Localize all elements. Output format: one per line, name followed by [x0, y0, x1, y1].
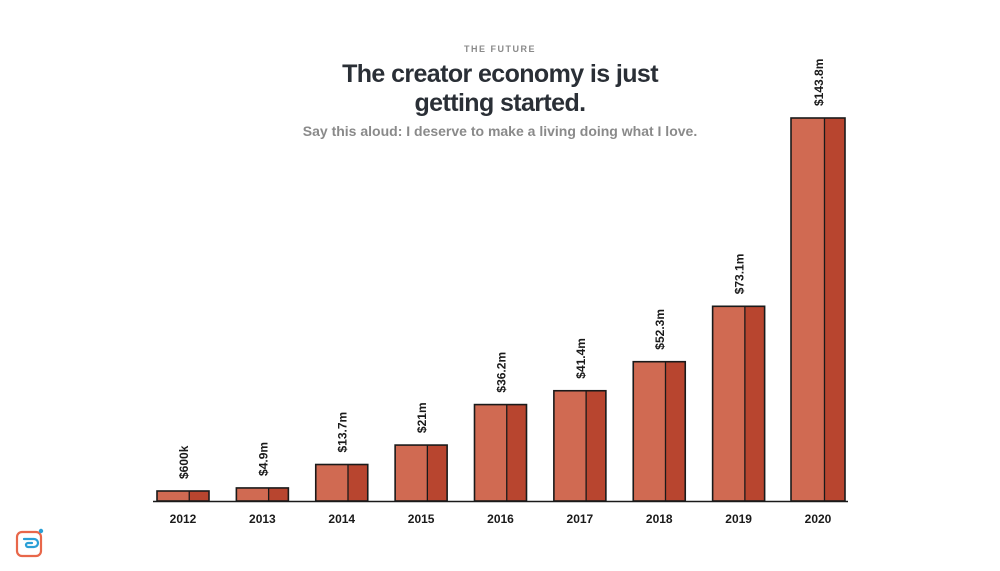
x-tick-label: 2013 [249, 512, 276, 526]
x-tick-label: 2014 [328, 512, 355, 526]
bar-2012 [156, 490, 210, 502]
data-label: $41.4m [574, 338, 588, 379]
bar-side [586, 390, 606, 501]
bar-outline [632, 360, 687, 502]
page-title: The creator economy is just getting star… [342, 60, 658, 117]
data-label: $73.1m [733, 254, 747, 295]
data-label: $4.9m [256, 442, 270, 476]
bar-outline [473, 403, 528, 502]
subtitle: Say this aloud: I deserve to make a livi… [302, 123, 698, 139]
bar-front [315, 464, 348, 501]
bar-2017 [553, 389, 607, 502]
bar-front [474, 404, 507, 501]
x-tick-label: 2012 [170, 512, 197, 526]
x-tick-label: 2020 [805, 512, 832, 526]
x-tick-label: 2016 [487, 512, 514, 526]
bar-2014 [314, 463, 369, 502]
bar-outline [394, 444, 448, 502]
bar-side [506, 404, 527, 501]
bar-side [665, 361, 686, 501]
bar-outline [790, 117, 846, 502]
data-label: $13.7m [336, 412, 350, 453]
bar-front [553, 390, 587, 501]
data-label: $36.2m [495, 352, 509, 393]
x-tick-label: 2019 [725, 512, 752, 526]
bar-front [157, 491, 190, 501]
bar-front [791, 118, 825, 501]
bar-outline [235, 487, 290, 502]
bar-front [712, 306, 745, 501]
bar-side [189, 491, 209, 501]
eyebrow-label: THE FUTURE [464, 44, 536, 54]
x-tick-label: 2018 [646, 512, 673, 526]
bar-side [824, 118, 845, 501]
data-label: $143.8m [812, 59, 826, 106]
x-tick-label: 2015 [408, 512, 435, 526]
data-label: $600k [177, 445, 191, 479]
bar-2013 [235, 487, 290, 502]
bar-2016 [473, 403, 528, 502]
bar-side [347, 464, 368, 501]
data-label: $21m [415, 402, 429, 433]
bar-outline [314, 463, 369, 502]
bar-outline [711, 305, 766, 502]
bar-2018 [632, 360, 687, 502]
bar-outline [553, 389, 607, 502]
bar-side [427, 445, 448, 501]
bar-outline [156, 490, 210, 502]
bar-side [744, 306, 765, 501]
bar-2015 [394, 444, 448, 502]
bar-front [395, 445, 428, 501]
x-tick-label: 2017 [567, 512, 594, 526]
data-label: $52.3m [653, 309, 667, 350]
bar-side [268, 487, 289, 501]
bar-front [633, 361, 666, 501]
bar-front [236, 487, 269, 501]
brand-logo-icon[interactable] [14, 527, 46, 559]
bar-2019 [711, 305, 766, 502]
bar-2020 [790, 117, 846, 502]
